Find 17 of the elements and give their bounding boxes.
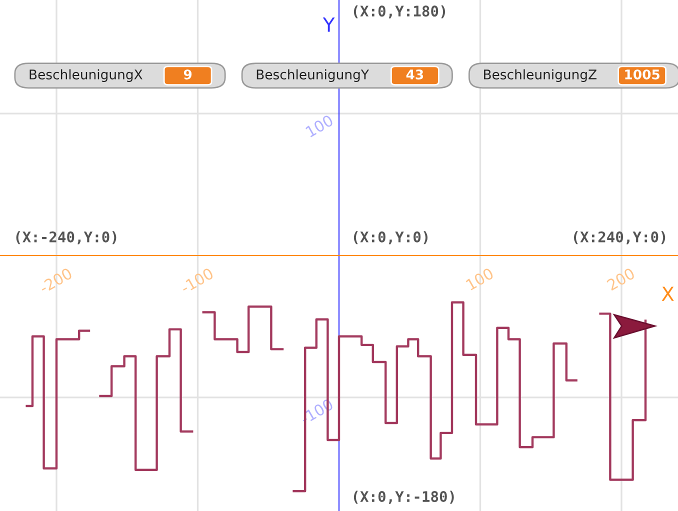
x-tick-label: -200 — [38, 267, 73, 294]
annotation: (X:0,Y:0) — [354, 231, 428, 244]
annotation: (X:-240,Y:0) — [16, 231, 116, 244]
annotation: BeschleunigungY — [256, 69, 369, 82]
x-tick-label: 100 — [466, 267, 494, 291]
annotation: (X:0,Y:-180) — [354, 490, 454, 504]
annotation: BeschleunigungZ — [484, 69, 596, 82]
x-axis-title: X — [662, 286, 674, 301]
x-tick-label: 200 — [606, 267, 636, 291]
annotation: 43 — [406, 69, 424, 80]
annotation: BeschleunigungX — [30, 69, 142, 82]
y-axis-title: Y — [322, 18, 335, 32]
annotation: 1005 — [625, 69, 660, 80]
annotation: (X:0,Y:180) — [354, 5, 446, 18]
annotation: (X:240,Y:0) — [574, 231, 666, 244]
x-tick-label: -100 — [180, 267, 214, 294]
annotation: 9 — [184, 69, 192, 80]
